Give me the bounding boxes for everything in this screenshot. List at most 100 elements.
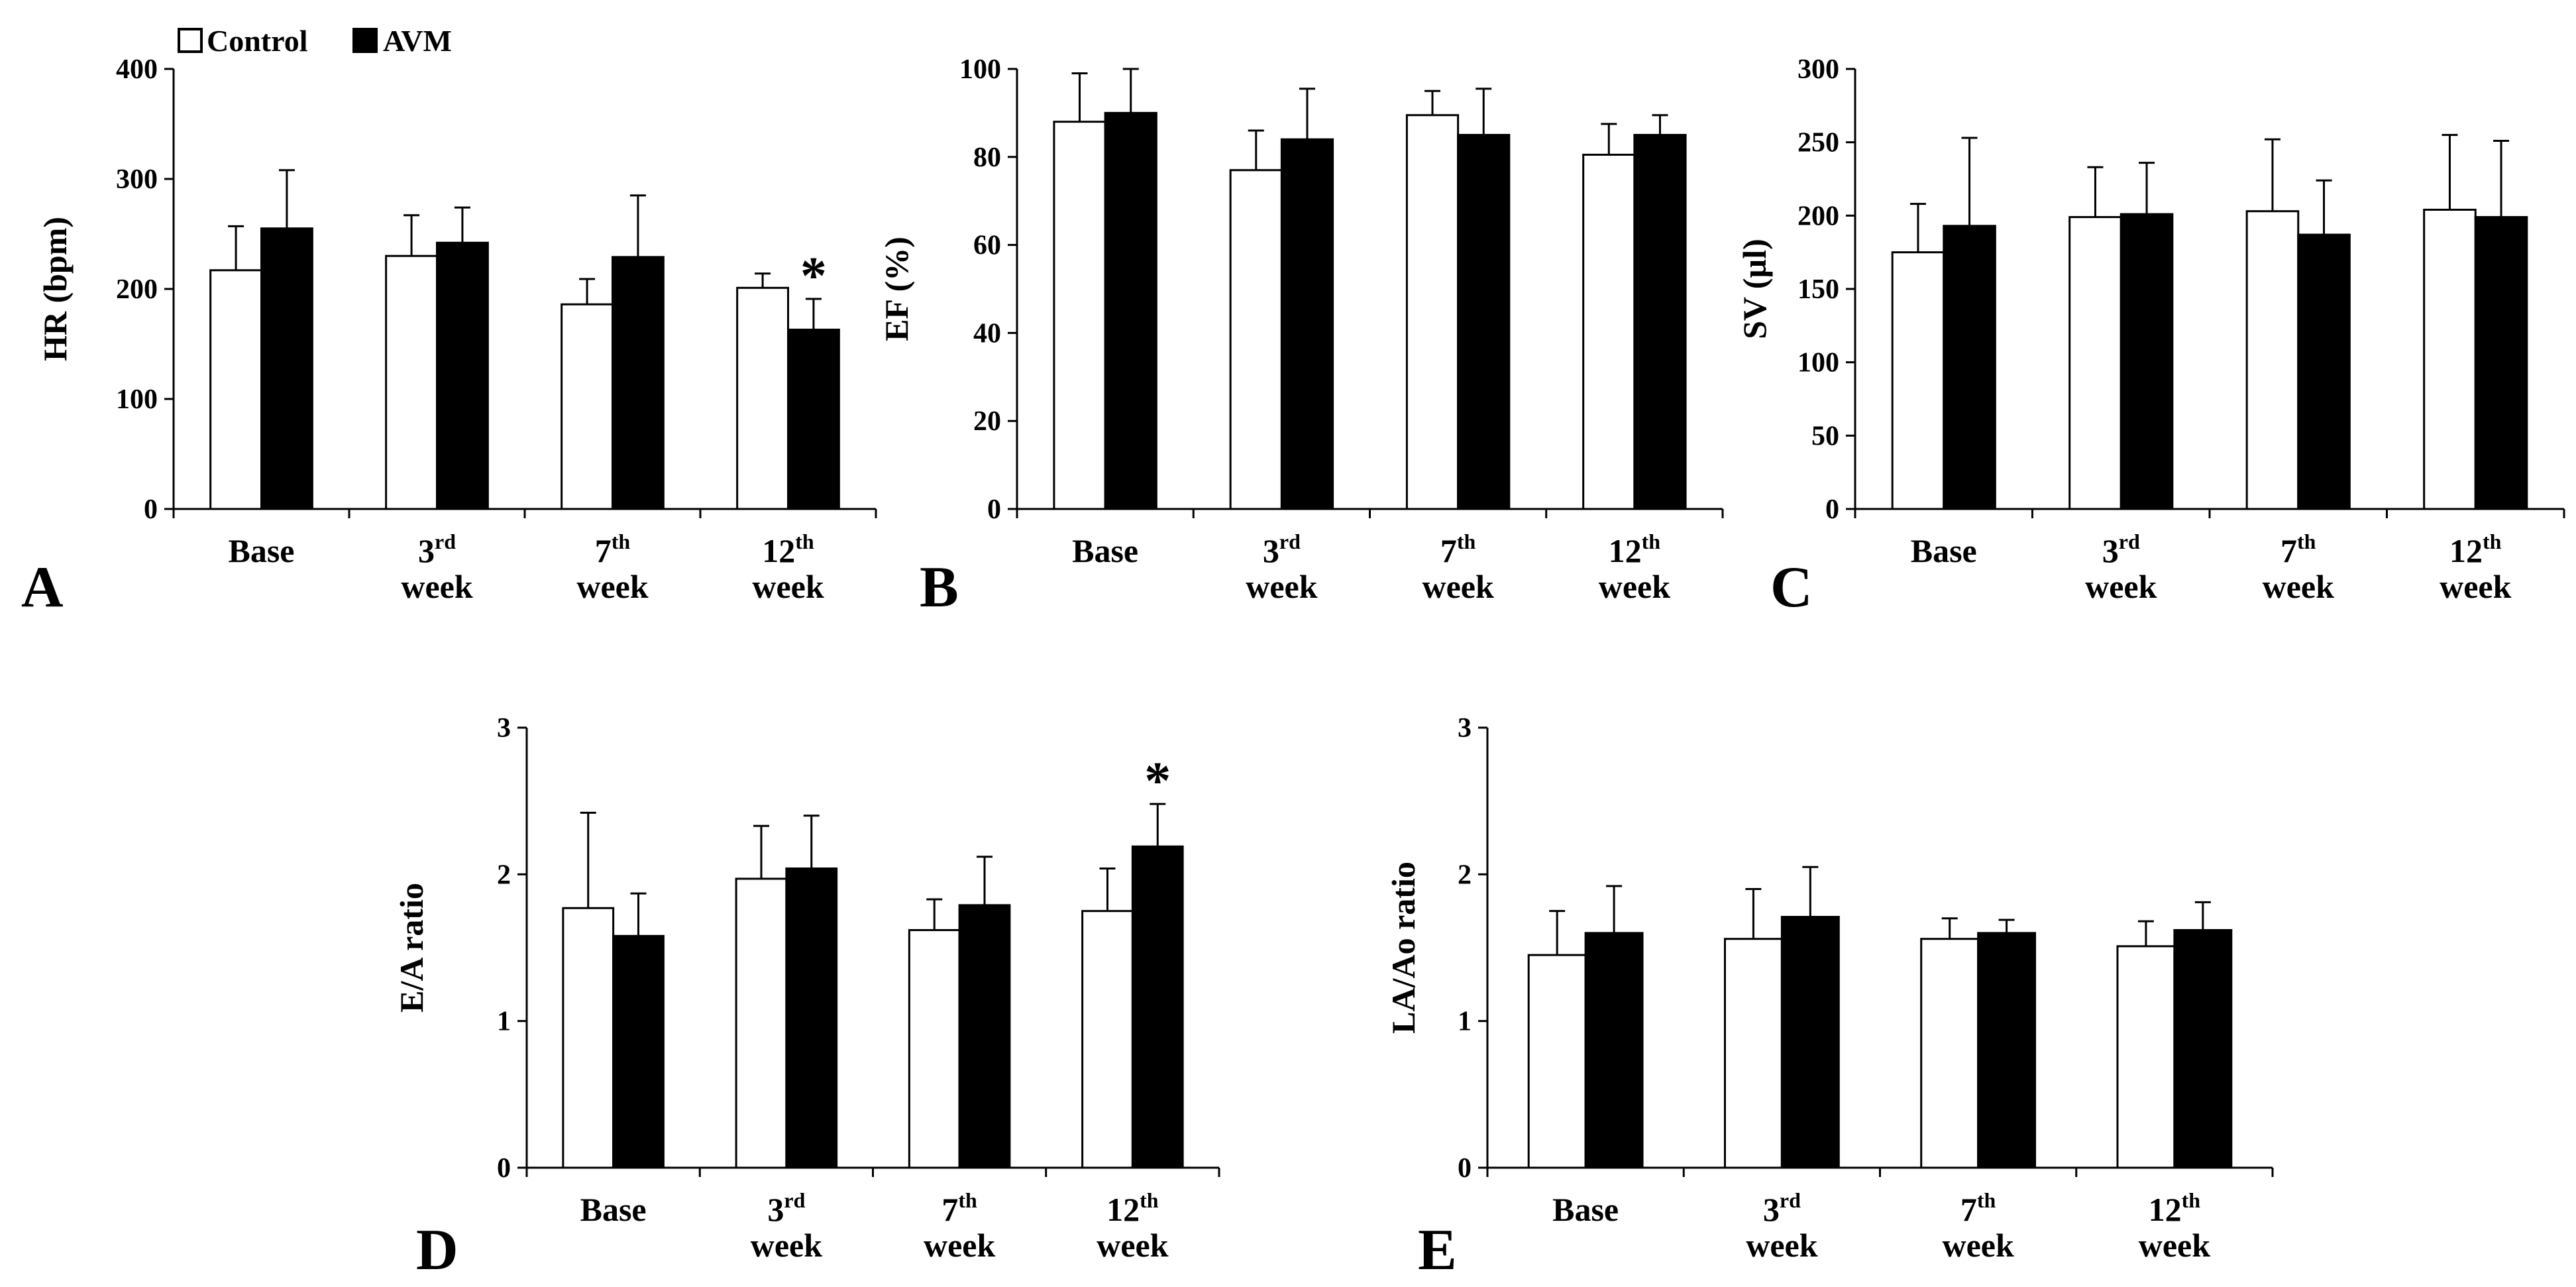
- x-tick-label: 7th: [1440, 530, 1476, 569]
- y-axis-label: SV (µl): [1736, 239, 1773, 339]
- bar-avm-3: [2173, 928, 2233, 1169]
- bar-avm-3: [2474, 216, 2528, 510]
- x-tick-label: Base: [229, 532, 295, 569]
- y-tick-label: 200: [116, 274, 158, 305]
- y-tick-label: 60: [973, 231, 1001, 261]
- x-tick-label: 7th: [941, 1188, 977, 1228]
- y-tick-label: 0: [1458, 1153, 1472, 1184]
- y-tick-label: 40: [973, 318, 1001, 349]
- y-tick-label: 0: [987, 494, 1001, 525]
- bar-avm-2: [1457, 134, 1511, 510]
- bar-control-2: [1920, 938, 1980, 1169]
- y-tick-label: 100: [116, 384, 158, 415]
- x-tick-label: 3rd: [418, 530, 456, 569]
- x-tick-label: Base: [1072, 532, 1138, 569]
- bar-avm-3: [787, 328, 840, 510]
- x-tick-label-line2: week: [752, 568, 824, 605]
- y-axis-label: LA/Ao ratio: [1385, 862, 1422, 1034]
- x-tick-label-line2: week: [1942, 1227, 2013, 1264]
- x-tick-label: 12th: [1609, 530, 1661, 569]
- x-tick-label-line2: week: [2263, 568, 2334, 605]
- bar-avm-3: [1131, 845, 1184, 1169]
- x-tick-label: 7th: [1960, 1188, 1996, 1228]
- x-tick-label-line2: week: [1599, 568, 1670, 605]
- x-tick-label: 12th: [2449, 530, 2502, 569]
- x-tick-label: 3rd: [2102, 530, 2140, 569]
- bar-avm-1: [1780, 916, 1840, 1169]
- bar-avm-3: [1633, 134, 1687, 510]
- bar-control-0: [1527, 954, 1587, 1169]
- y-tick-label: 3: [497, 713, 511, 744]
- y-tick-label: 0: [1825, 494, 1839, 525]
- bar-avm-0: [612, 934, 665, 1169]
- x-tick-label: 12th: [762, 530, 814, 569]
- bar-avm-0: [1104, 111, 1157, 510]
- bar-avm-0: [1584, 932, 1644, 1169]
- legend-label-avm: AVM: [383, 24, 452, 58]
- y-tick-label: 1: [497, 1007, 511, 1037]
- bar-control-3: [1081, 910, 1134, 1169]
- y-tick-label: 0: [144, 494, 158, 525]
- bar-control-0: [1891, 251, 1945, 510]
- y-tick-label: 50: [1811, 421, 1839, 451]
- x-tick-label-line2: week: [2085, 568, 2157, 605]
- x-tick-label-line2: week: [924, 1227, 995, 1264]
- panel-letter: B: [920, 555, 959, 620]
- x-tick-label-line2: week: [1422, 568, 1493, 605]
- x-tick-label-line2: week: [1246, 568, 1317, 605]
- bar-control-1: [1229, 169, 1283, 510]
- panel-letter: C: [1770, 555, 1813, 620]
- y-tick-label: 100: [959, 54, 1001, 85]
- bar-control-0: [562, 907, 615, 1169]
- legend-label-control: Control: [207, 24, 308, 58]
- x-tick-label-line2: week: [2440, 568, 2511, 605]
- bar-avm-2: [958, 904, 1011, 1169]
- panel-letter: E: [1418, 1218, 1457, 1282]
- significance-marker: *: [1144, 752, 1171, 811]
- y-tick-label: 20: [973, 406, 1001, 437]
- y-tick-label: 0: [497, 1153, 511, 1184]
- x-tick-label: Base: [1552, 1191, 1619, 1228]
- x-tick-label: 3rd: [1763, 1188, 1801, 1228]
- y-tick-label: 2: [497, 860, 511, 890]
- x-tick-label: 12th: [1106, 1188, 1159, 1228]
- bar-control-3: [2423, 208, 2477, 510]
- y-axis-label: HR (bpm): [36, 217, 74, 361]
- y-tick-label: 300: [1798, 54, 1839, 85]
- y-tick-label: 150: [1798, 274, 1839, 305]
- bar-avm-0: [1943, 225, 1996, 510]
- x-tick-label: 3rd: [767, 1188, 805, 1228]
- y-axis-label: E/A ratio: [393, 883, 430, 1013]
- bar-control-3: [1582, 153, 1636, 510]
- y-tick-label: 3: [1458, 713, 1472, 744]
- legend: Control AVM: [178, 24, 452, 58]
- bar-control-1: [1723, 938, 1783, 1169]
- bar-avm-0: [260, 227, 313, 510]
- bar-avm-2: [2297, 233, 2351, 510]
- x-tick-label-line2: week: [751, 1227, 822, 1264]
- bar-control-3: [736, 286, 790, 510]
- y-tick-label: 1: [1458, 1007, 1472, 1037]
- x-tick-label-line2: week: [2139, 1227, 2210, 1264]
- x-tick-label: 7th: [2281, 530, 2316, 569]
- bar-avm-1: [436, 241, 489, 510]
- y-tick-label: 80: [973, 142, 1001, 173]
- y-tick-label: 400: [116, 54, 158, 85]
- bar-avm-1: [785, 867, 838, 1169]
- x-tick-label-line2: week: [401, 568, 472, 605]
- bar-control-0: [209, 269, 262, 510]
- y-tick-label: 2: [1458, 860, 1472, 890]
- x-tick-label-line2: week: [1746, 1227, 1817, 1264]
- x-tick-label-line2: week: [576, 568, 648, 605]
- bar-avm-1: [2120, 213, 2174, 510]
- bar-control-3: [2116, 945, 2176, 1169]
- x-tick-label: Base: [1911, 532, 1977, 569]
- bar-control-2: [2245, 210, 2300, 510]
- bar-avm-1: [1280, 138, 1334, 510]
